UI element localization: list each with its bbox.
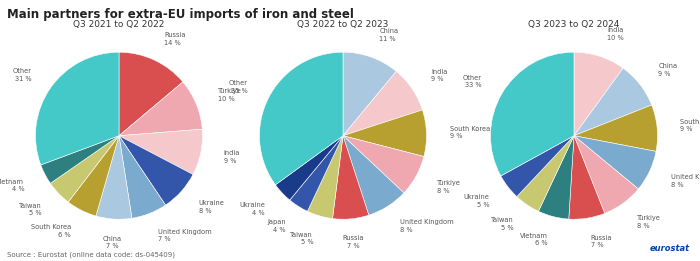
Text: Türkiye
8 %: Türkiye 8 % bbox=[437, 180, 461, 194]
Text: Other
33 %: Other 33 % bbox=[463, 75, 482, 88]
Wedge shape bbox=[343, 52, 396, 136]
Wedge shape bbox=[119, 136, 165, 218]
Wedge shape bbox=[517, 136, 574, 211]
Text: United Kingdom
8 %: United Kingdom 8 % bbox=[400, 219, 454, 233]
Text: Taiwan
5 %: Taiwan 5 % bbox=[491, 217, 514, 231]
Text: Taiwan
5 %: Taiwan 5 % bbox=[19, 203, 42, 216]
Text: Ukraine
8 %: Ukraine 8 % bbox=[199, 200, 225, 214]
Text: South Korea
9 %: South Korea 9 % bbox=[680, 119, 700, 132]
Title: Q3 2023 to Q2 2024: Q3 2023 to Q2 2024 bbox=[528, 20, 620, 29]
Text: Vietnam
6 %: Vietnam 6 % bbox=[519, 233, 547, 246]
Text: Other
35 %: Other 35 % bbox=[229, 80, 248, 94]
Text: Ukraine
4 %: Ukraine 4 % bbox=[239, 202, 265, 216]
Text: Russia
7 %: Russia 7 % bbox=[591, 235, 612, 248]
Text: China
11 %: China 11 % bbox=[379, 28, 398, 42]
Wedge shape bbox=[343, 110, 426, 157]
Wedge shape bbox=[569, 136, 605, 219]
Text: Russia
14 %: Russia 14 % bbox=[164, 32, 186, 45]
Wedge shape bbox=[119, 82, 202, 136]
Wedge shape bbox=[50, 136, 119, 202]
Wedge shape bbox=[343, 136, 404, 215]
Wedge shape bbox=[574, 136, 638, 213]
Text: Russia
7 %: Russia 7 % bbox=[342, 235, 364, 249]
Text: Ukraine
5 %: Ukraine 5 % bbox=[463, 194, 489, 208]
Wedge shape bbox=[68, 136, 119, 216]
Text: Türkiye
8 %: Türkiye 8 % bbox=[637, 216, 661, 229]
Title: Q3 2021 to Q2 2022: Q3 2021 to Q2 2022 bbox=[74, 20, 164, 29]
Wedge shape bbox=[574, 68, 652, 136]
Text: South Korea
6 %: South Korea 6 % bbox=[31, 224, 71, 238]
Wedge shape bbox=[36, 52, 119, 165]
Wedge shape bbox=[96, 136, 132, 219]
Text: China
9 %: China 9 % bbox=[659, 63, 678, 77]
Text: Taiwan
5 %: Taiwan 5 % bbox=[290, 232, 313, 245]
Wedge shape bbox=[574, 136, 656, 189]
Text: India
9 %: India 9 % bbox=[431, 69, 448, 82]
Text: Japan
4 %: Japan 4 % bbox=[267, 219, 286, 233]
Wedge shape bbox=[500, 136, 574, 197]
Wedge shape bbox=[290, 136, 343, 211]
Wedge shape bbox=[332, 136, 369, 219]
Text: India
10 %: India 10 % bbox=[607, 27, 624, 41]
Wedge shape bbox=[343, 136, 424, 193]
Text: United Kingdom
8 %: United Kingdom 8 % bbox=[671, 175, 700, 188]
Wedge shape bbox=[41, 136, 119, 183]
Wedge shape bbox=[343, 71, 422, 136]
Wedge shape bbox=[119, 129, 202, 174]
Text: India
9 %: India 9 % bbox=[224, 150, 240, 164]
Text: China
7 %: China 7 % bbox=[103, 236, 122, 249]
Text: South Korea
9 %: South Korea 9 % bbox=[450, 126, 490, 139]
Text: Source : Eurostat (online data code: ds-045409): Source : Eurostat (online data code: ds-… bbox=[7, 252, 175, 258]
Wedge shape bbox=[574, 105, 657, 151]
Wedge shape bbox=[275, 136, 343, 200]
Text: eurostat: eurostat bbox=[650, 244, 690, 253]
Wedge shape bbox=[307, 136, 343, 218]
Title: Q3 2022 to Q2 2023: Q3 2022 to Q2 2023 bbox=[298, 20, 389, 29]
Text: United Kingdom
7 %: United Kingdom 7 % bbox=[158, 229, 211, 242]
Text: Main partners for extra-EU imports of iron and steel: Main partners for extra-EU imports of ir… bbox=[7, 8, 354, 21]
Wedge shape bbox=[260, 52, 343, 185]
Wedge shape bbox=[574, 52, 623, 136]
Wedge shape bbox=[491, 52, 574, 176]
Text: Türkiye
10 %: Türkiye 10 % bbox=[218, 88, 241, 102]
Text: Other
31 %: Other 31 % bbox=[12, 68, 32, 81]
Wedge shape bbox=[119, 136, 193, 205]
Wedge shape bbox=[119, 52, 183, 136]
Text: Vietnam
4 %: Vietnam 4 % bbox=[0, 179, 25, 192]
Wedge shape bbox=[538, 136, 574, 219]
